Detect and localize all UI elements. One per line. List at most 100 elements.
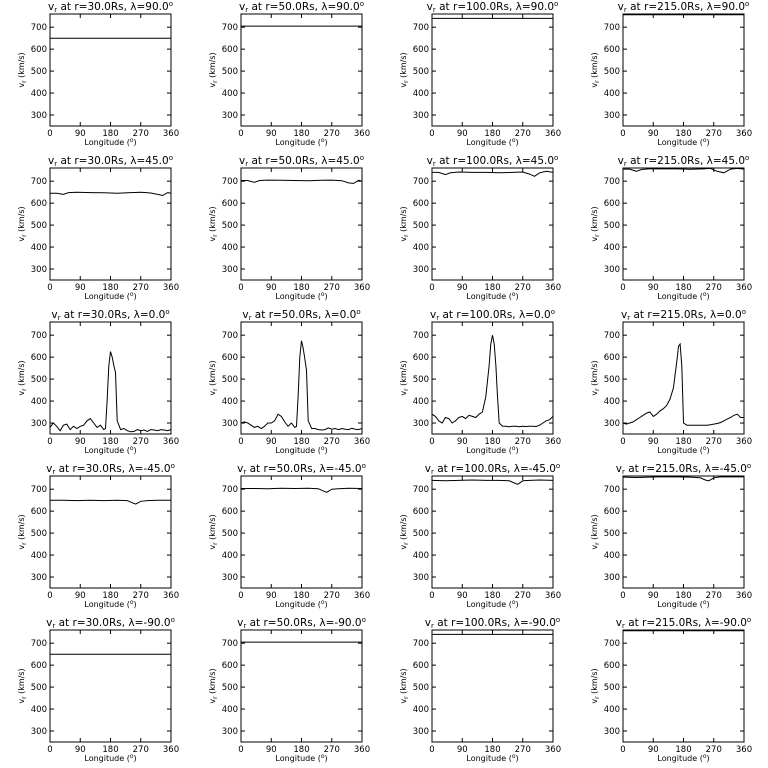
x-tick-label: 0 — [238, 129, 243, 139]
subplot-title: vr at r=100.0Rs, λ=-45.0o — [425, 462, 560, 476]
x-tick-label: 0 — [429, 745, 434, 755]
x-tick-label: 270 — [133, 283, 149, 293]
plot-frame — [240, 629, 363, 743]
y-tick-label: 700 — [222, 639, 238, 649]
y-tick-label: 400 — [413, 705, 429, 715]
x-tick-label: 180 — [484, 437, 500, 447]
y-tick-label: 600 — [604, 45, 620, 55]
subplot: vr at r=50.0Rs, λ=0.0o 0 90 180 270 360 300 400… — [208, 308, 370, 455]
y-tick-label: 300 — [413, 111, 429, 121]
x-tick-label: 270 — [324, 283, 340, 293]
x-tick-label: 360 — [354, 591, 370, 601]
x-tick-label: 180 — [293, 129, 309, 139]
x-tick-label: 180 — [675, 591, 691, 601]
y-tick-label: 400 — [413, 551, 429, 561]
plot-frame — [240, 321, 363, 435]
y-tick-label: 700 — [413, 639, 429, 649]
y-tick-label: 700 — [222, 23, 238, 33]
subplot: vr at r=50.0Rs, λ=90.0o 0 90 180 270 360 300 40… — [208, 0, 370, 147]
subplot-title: vr at r=100.0Rs, λ=0.0o — [430, 308, 555, 322]
y-tick-label: 400 — [413, 243, 429, 253]
x-tick-label: 0 — [238, 745, 243, 755]
y-tick-label: 600 — [604, 353, 620, 363]
y-tick-label: 300 — [604, 573, 620, 583]
x-tick-label: 0 — [620, 437, 625, 447]
y-tick-label: 400 — [222, 89, 238, 99]
y-tick-label: 400 — [604, 705, 620, 715]
y-tick-label: 700 — [222, 331, 238, 341]
x-tick-label: 180 — [102, 591, 118, 601]
y-tick-label: 600 — [222, 45, 238, 55]
x-axis-label: Longitude (o) — [657, 445, 709, 455]
subplot: vr at r=30.0Rs, λ=-90.0o 0 90 180 270 360 300 4… — [17, 616, 179, 763]
x-tick-label: 90 — [266, 591, 277, 601]
x-axis-label: Longitude (o) — [466, 753, 518, 763]
y-tick-label: 500 — [604, 529, 620, 539]
y-tick-label: 400 — [222, 243, 238, 253]
x-tick-label: 360 — [545, 283, 561, 293]
x-tick-label: 360 — [736, 437, 752, 447]
x-tick-label: 360 — [736, 283, 752, 293]
y-tick-label: 500 — [31, 683, 47, 693]
subplot-title: vr at r=215.0Rs, λ=0.0o — [621, 308, 746, 322]
y-tick-label: 300 — [222, 727, 238, 737]
y-tick-label: 400 — [31, 243, 47, 253]
subplot: vr at r=50.0Rs, λ=45.0o 0 90 180 270 360 300 40… — [208, 154, 370, 301]
x-tick-label: 180 — [293, 745, 309, 755]
subplot-title: vr at r=100.0Rs, λ=-90.0o — [425, 616, 560, 630]
y-tick-label: 600 — [31, 45, 47, 55]
x-tick-label: 360 — [163, 129, 179, 139]
plot-frame — [431, 475, 554, 589]
x-tick-label: 90 — [75, 437, 86, 447]
x-tick-label: 360 — [545, 745, 561, 755]
x-tick-label: 270 — [324, 437, 340, 447]
y-axis-label: vr (km/s) — [17, 668, 28, 703]
subplot: vr at r=100.0Rs, λ=45.0o 0 90 180 270 360 300 4… — [399, 154, 561, 301]
y-axis-label: vr (km/s) — [208, 52, 219, 87]
y-axis-label: vr (km/s) — [399, 52, 410, 87]
x-tick-label: 360 — [545, 591, 561, 601]
y-tick-label: 500 — [413, 529, 429, 539]
series-line — [431, 479, 554, 485]
subplot: vr at r=30.0Rs, λ=90.0o 0 90 180 270 360 300 40… — [17, 0, 179, 147]
series-line — [49, 351, 172, 433]
subplot: vr at r=30.0Rs, λ=0.0o 0 90 180 270 360 300 400… — [17, 308, 179, 455]
x-tick-label: 0 — [238, 437, 243, 447]
x-axis-label: Longitude (o) — [275, 445, 327, 455]
x-axis-label: Longitude (o) — [466, 599, 518, 609]
subplot: vr at r=215.0Rs, λ=-90.0o 0 90 180 270 360 300… — [590, 616, 752, 763]
x-tick-label: 90 — [457, 129, 468, 139]
x-tick-label: 90 — [648, 437, 659, 447]
x-tick-label: 180 — [102, 745, 118, 755]
plot-frame — [49, 13, 172, 127]
x-tick-label: 270 — [515, 283, 531, 293]
series-line — [50, 499, 171, 505]
y-tick-label: 600 — [413, 199, 429, 209]
x-tick-label: 270 — [133, 591, 149, 601]
y-axis-label: vr (km/s) — [590, 206, 601, 241]
subplot-title: vr at r=215.0Rs, λ=45.0o — [618, 154, 750, 168]
y-tick-label: 700 — [413, 177, 429, 187]
y-axis-label: vr (km/s) — [590, 360, 601, 395]
x-tick-label: 360 — [163, 283, 179, 293]
y-tick-label: 300 — [222, 573, 238, 583]
y-tick-label: 400 — [604, 89, 620, 99]
y-tick-label: 500 — [222, 375, 238, 385]
x-tick-label: 0 — [238, 283, 243, 293]
y-tick-label: 600 — [222, 661, 238, 671]
x-tick-label: 180 — [102, 437, 118, 447]
y-axis-label: vr (km/s) — [590, 52, 601, 87]
x-tick-label: 0 — [429, 129, 434, 139]
subplot: vr at r=100.0Rs, λ=0.0o 0 90 180 270 360 300 40… — [399, 308, 561, 455]
x-tick-label: 90 — [648, 591, 659, 601]
y-tick-label: 400 — [222, 397, 238, 407]
y-tick-label: 300 — [413, 727, 429, 737]
y-axis-label: vr (km/s) — [208, 514, 219, 549]
y-axis-label: vr (km/s) — [17, 360, 28, 395]
x-tick-label: 360 — [163, 591, 179, 601]
x-tick-label: 90 — [457, 437, 468, 447]
y-axis-label: vr (km/s) — [208, 206, 219, 241]
x-tick-label: 360 — [736, 591, 752, 601]
y-tick-label: 300 — [31, 419, 47, 429]
subplot-title: vr at r=100.0Rs, λ=45.0o — [427, 154, 559, 168]
